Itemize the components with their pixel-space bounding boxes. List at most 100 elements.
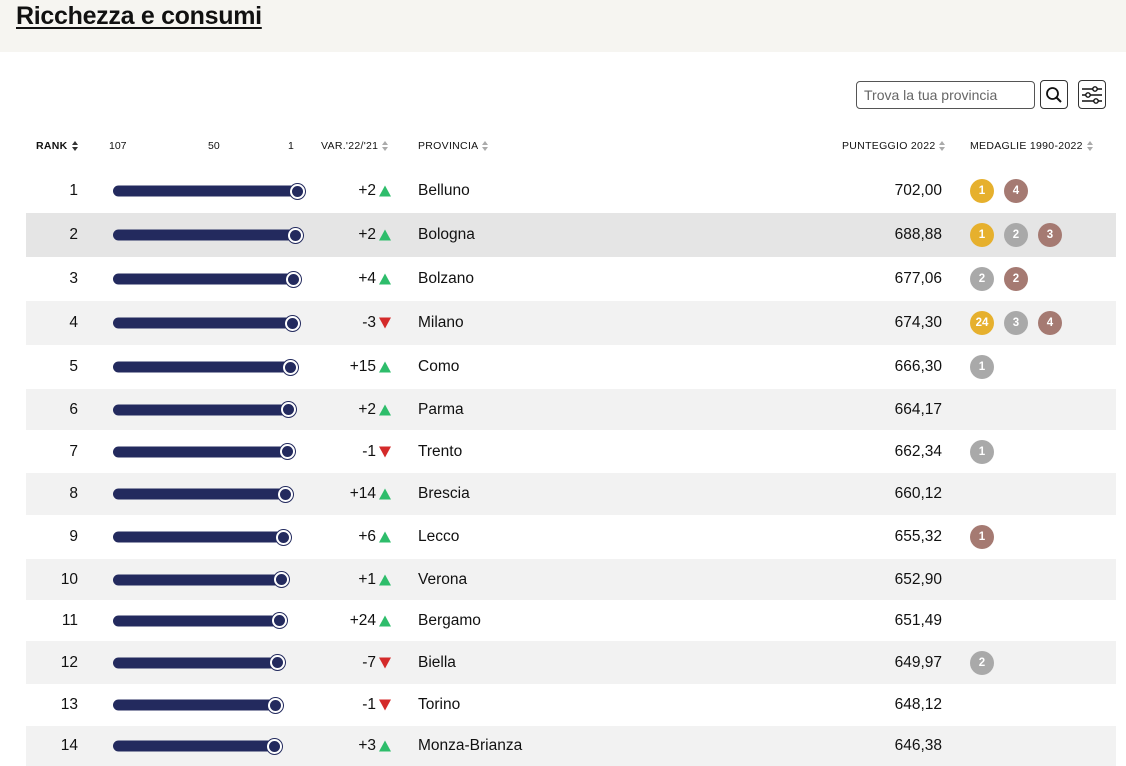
province-name: Bologna	[418, 226, 475, 243]
rank-value: 2	[69, 226, 78, 243]
variation-value: -7	[362, 653, 376, 671]
gold-medal-badge: 1	[970, 179, 994, 203]
variation-value: -1	[362, 696, 376, 713]
table-row[interactable]: 13 -1 Torino 648,12	[26, 684, 1116, 726]
column-header-provincia[interactable]: PROVINCIA	[418, 140, 489, 152]
table-row[interactable]: 10 +1 Verona 652,90	[26, 559, 1116, 600]
bronze-medal-badge: 3	[1038, 223, 1062, 247]
medals-group: 1	[970, 355, 994, 379]
variation-value: +1	[358, 570, 376, 588]
score-value: 662,34	[894, 442, 942, 460]
sort-icon	[382, 141, 389, 151]
column-header-punteggio[interactable]: PUNTEGGIO 2022	[842, 140, 946, 152]
rank-value: 14	[60, 737, 78, 754]
rank-bar-marker	[290, 183, 305, 199]
triangle-up-icon	[379, 488, 391, 500]
variation-value: -3	[362, 314, 376, 331]
column-header-rank-label: RANK	[36, 140, 68, 152]
search-input[interactable]	[856, 81, 1035, 109]
rank-bar	[113, 615, 280, 626]
column-header-rank[interactable]: RANK	[36, 140, 79, 152]
column-header-var[interactable]: VAR.'22/'21	[321, 140, 389, 152]
score-value: 651,49	[894, 611, 942, 629]
triangle-down-icon	[379, 657, 391, 668]
silver-medal-badge: 2	[970, 650, 994, 675]
scale-label-mid: 50	[208, 140, 220, 152]
rank-bar-marker	[286, 271, 301, 287]
silver-medal-badge: 3	[1004, 311, 1028, 335]
rank-value: 6	[69, 400, 78, 418]
rank-bar	[113, 531, 284, 543]
score-value: 666,30	[894, 358, 942, 375]
table-row[interactable]: 5 +15 Como 666,30 1	[26, 345, 1116, 389]
rank-bar-marker	[281, 402, 296, 417]
score-value: 664,17	[894, 400, 942, 418]
column-header-punteggio-label: PUNTEGGIO 2022	[842, 140, 936, 152]
rank-value: 9	[69, 528, 78, 545]
rank-bar-marker	[272, 613, 287, 628]
rank-bar-marker	[274, 572, 289, 587]
silver-medal-badge: 2	[970, 267, 994, 291]
search-icon	[1046, 86, 1062, 103]
silver-medal-badge: 1	[970, 355, 994, 379]
filter-button[interactable]	[1078, 80, 1106, 109]
province-name: Bolzano	[418, 270, 475, 287]
province-name: Verona	[418, 570, 468, 588]
table-row[interactable]: 8 +14 Brescia 660,12	[26, 473, 1116, 515]
silver-medal-badge: 2	[1004, 223, 1028, 247]
rank-value: 10	[60, 570, 78, 588]
bronze-medal-badge: 2	[1004, 267, 1028, 291]
silver-medal-badge: 1	[970, 439, 994, 464]
table-row[interactable]: 4 -3 Milano 674,30 24 3 4	[26, 301, 1116, 345]
rank-bar-marker	[267, 738, 282, 754]
triangle-down-icon	[379, 699, 391, 711]
column-header-provincia-label: PROVINCIA	[418, 140, 479, 152]
province-name: Milano	[418, 314, 464, 331]
province-name: Monza-Brianza	[418, 737, 523, 754]
table-row[interactable]: 9 +6 Lecco 655,32 1	[26, 515, 1116, 559]
medals-group: 24 3 4	[970, 311, 1062, 335]
table-row[interactable]: 1 +2 Belluno 702,00 1 4	[26, 169, 1116, 213]
column-header-var-label: VAR.'22/'21	[321, 140, 379, 152]
table-row[interactable]: 12 -7 Biella 649,97 2	[26, 641, 1116, 684]
column-header-medaglie[interactable]: MEDAGLIE 1990-2022	[970, 140, 1094, 152]
medals-group: 1	[970, 525, 994, 549]
rank-bar	[113, 574, 282, 585]
triangle-up-icon	[379, 404, 391, 415]
rank-value: 8	[69, 485, 78, 502]
rank-value: 1	[69, 182, 78, 199]
variation-value: +24	[349, 611, 376, 629]
table-row[interactable]: 7 -1 Trento 662,34 1	[26, 430, 1116, 473]
score-value: 674,30	[894, 314, 942, 331]
rank-bar-marker	[285, 315, 300, 331]
table-row[interactable]: 11 +24 Bergamo 651,49	[26, 600, 1116, 641]
table-row[interactable]: 3 +4 Bolzano 677,06 2 2	[26, 257, 1116, 301]
sort-icon	[939, 141, 946, 151]
score-value: 677,06	[894, 270, 942, 287]
rank-bar-marker	[276, 529, 291, 545]
table-row[interactable]: 14 +3 Monza-Brianza 646,38	[26, 726, 1116, 766]
table-row[interactable]: 6 +2 Parma 664,17	[26, 389, 1116, 430]
rank-value: 11	[61, 611, 78, 629]
triangle-up-icon	[379, 185, 391, 197]
gold-medal-badge: 24	[970, 311, 994, 335]
province-name: Torino	[418, 696, 461, 713]
variation-value: +3	[358, 737, 376, 754]
province-name: Como	[418, 358, 460, 375]
rank-bar	[113, 699, 276, 711]
score-value: 702,00	[894, 182, 942, 199]
triangle-up-icon	[379, 361, 391, 373]
rank-bar-marker	[283, 359, 298, 375]
rank-bar	[113, 740, 275, 752]
sliders-icon	[1082, 85, 1102, 104]
variation-value: +2	[358, 182, 376, 199]
table-row[interactable]: 2 +2 Bologna 688,88 1 2 3	[26, 213, 1116, 257]
variation-value: +2	[358, 400, 376, 418]
page-title[interactable]: Ricchezza e consumi	[16, 2, 262, 30]
search-button[interactable]	[1040, 80, 1068, 109]
triangle-up-icon	[379, 229, 391, 241]
triangle-down-icon	[379, 317, 391, 329]
